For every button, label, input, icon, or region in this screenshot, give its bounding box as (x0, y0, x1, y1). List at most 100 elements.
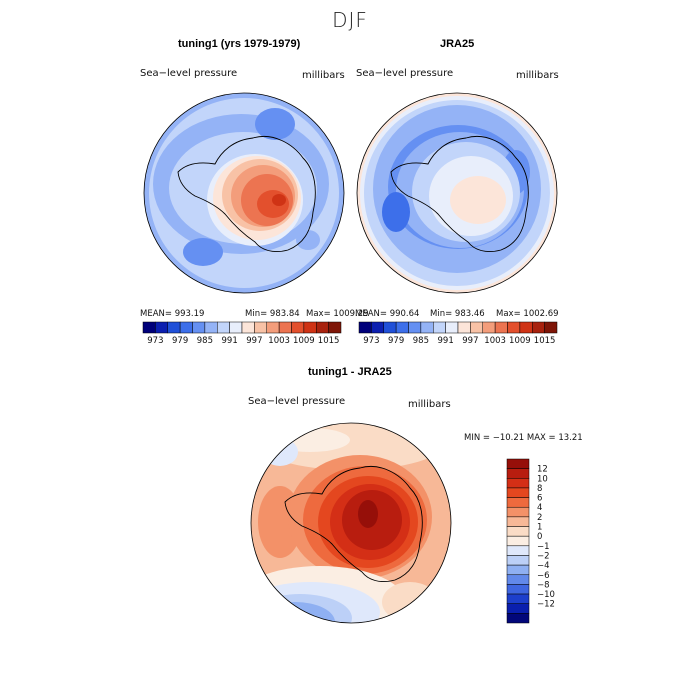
obs-colorbar-swatch (482, 321, 496, 334)
obs-stats-min: Min= 983.46 (430, 309, 485, 319)
obs-colorbar-tick-label: 973 (363, 336, 379, 346)
obs-colorbar-swatch (408, 321, 422, 334)
diff-colorbar-tick-label: 2 (537, 513, 542, 523)
diff-colorbar-swatch (506, 468, 530, 479)
diff-colorbar-tick-label: −6 (537, 571, 550, 581)
diff-colorbar-tick-label: −2 (537, 551, 550, 561)
diff-colorbar-swatch (506, 458, 530, 469)
obs-colorbar-swatch (544, 321, 558, 334)
model-colorbar-swatch (155, 321, 168, 334)
model-colorbar-swatch (328, 321, 342, 334)
obs-panel-title: JRA25 (440, 38, 475, 50)
obs-colorbar-tick-label: 991 (438, 336, 454, 346)
model-colorbar-swatch (179, 321, 193, 334)
obs-colorbar-swatch (457, 321, 471, 334)
obs-stats-mean: MEAN= 990.64 (355, 309, 420, 319)
diff-colorbar-tick-label: 10 (537, 474, 548, 484)
model-colorbar-swatch (241, 321, 255, 334)
obs-colorbar-swatch (395, 321, 409, 334)
diff-panel-title: tuning1 - JRA25 (308, 366, 392, 378)
model-colorbar-swatch (266, 321, 280, 334)
model-colorbar-tick-label: 997 (246, 336, 262, 346)
obs-colorbar-swatch (433, 321, 446, 334)
model-colorbar-swatch (192, 321, 206, 334)
model-stats-min: Min= 983.84 (245, 309, 300, 319)
diff-colorbar-swatch (506, 487, 530, 498)
obs-colorbar-tick-label: 985 (413, 336, 429, 346)
obs-colorbar-tick-label: 1009 (509, 336, 531, 346)
model-colorbar-swatch (167, 321, 181, 334)
model-colorbar-swatch (204, 321, 218, 334)
model-colorbar-tick-label: 1015 (318, 336, 340, 346)
obs-colorbar-swatch (519, 321, 533, 334)
diff-colorbar-swatch (506, 516, 530, 527)
obs-colorbar-tick-label: 1003 (484, 336, 506, 346)
model-colorbar-tick-label: 1003 (268, 336, 290, 346)
model-polar-map (143, 92, 345, 294)
diff-colorbar-swatch (506, 613, 530, 624)
diff-colorbar-tick-label: 0 (537, 532, 542, 542)
model-stats-max: Max= 1009.29 (306, 309, 369, 319)
obs-polar-map (356, 92, 558, 294)
diff-colorbar-tick-label: 4 (537, 503, 542, 513)
diff-colorbar-swatch (506, 535, 530, 547)
obs-colorbar-swatch (507, 321, 521, 334)
model-colorbar-tick-label: 1009 (293, 336, 315, 346)
diff-colorbar-swatch (506, 603, 530, 614)
model-variable-label: Sea−level pressure (140, 68, 238, 79)
model-colorbar-swatch (142, 321, 156, 334)
obs-colorbar-tick-label: 997 (462, 336, 478, 346)
diff-colorbar-tick-label: −10 (537, 590, 555, 600)
obs-colorbar-swatch (420, 321, 434, 334)
obs-variable-label: Sea−level pressure (356, 68, 454, 79)
diff-polar-map (250, 422, 452, 624)
diff-colorbar-swatch (506, 526, 530, 537)
obs-colorbar-swatch (532, 321, 545, 334)
model-colorbar-swatch (254, 321, 267, 334)
diff-colorbar-swatch (506, 506, 530, 518)
diff-colorbar-swatch (506, 584, 530, 595)
obs-colorbar-swatch (494, 321, 508, 334)
diff-colorbar-swatch (506, 478, 530, 489)
diff-colorbar-swatch (506, 545, 530, 556)
model-colorbar-swatch (316, 321, 329, 334)
model-colorbar-tick-label: 991 (222, 336, 238, 346)
diff-colorbar-swatch (506, 574, 530, 585)
model-colorbar-tick-label: 973 (147, 336, 163, 346)
diff-colorbar-swatch (506, 497, 530, 508)
obs-colorbar-swatch (445, 321, 459, 334)
diff-range-text: MIN = −10.21 MAX = 13.21 (464, 433, 583, 443)
model-colorbar-swatch (278, 321, 292, 334)
obs-colorbar: 973 979 985 991 997 1003 1009 1015 (358, 321, 558, 346)
diff-colorbar-tick-label: 1 (537, 523, 542, 533)
model-colorbar-swatch (303, 321, 317, 334)
diff-colorbar-swatch (506, 555, 530, 566)
diff-colorbar-swatch (506, 564, 530, 576)
model-stats-mean: MEAN= 993.19 (140, 309, 205, 319)
obs-colorbar-swatch (470, 321, 483, 334)
obs-units-label: millibars (516, 70, 559, 81)
diff-colorbar-tick-label: −1 (537, 542, 550, 552)
model-colorbar: 973 979 985 991 997 1003 1009 1015 (142, 321, 342, 346)
diff-colorbar-tick-label: −12 (537, 600, 555, 610)
model-colorbar-swatch (229, 321, 243, 334)
model-colorbar-tick-label: 985 (197, 336, 213, 346)
obs-colorbar-swatch (371, 321, 384, 334)
model-units-label: millibars (302, 70, 345, 81)
diff-colorbar-tick-label: 8 (537, 484, 542, 494)
diff-colorbar-tick-label: 6 (537, 494, 542, 504)
diff-colorbar-tick-label: −8 (537, 580, 550, 590)
obs-colorbar-swatch (383, 321, 397, 334)
diff-colorbar-tick-label: −4 (537, 561, 550, 571)
diff-variable-label: Sea−level pressure (248, 396, 346, 407)
model-panel-title: tuning1 (yrs 1979-1979) (178, 38, 301, 50)
diff-units-label: millibars (408, 399, 451, 410)
model-colorbar-swatch (291, 321, 305, 334)
obs-colorbar-tick-label: 979 (388, 336, 404, 346)
obs-colorbar-swatch (358, 321, 372, 334)
obs-stats-max: Max= 1002.69 (496, 309, 559, 319)
figure-title: DJF (332, 8, 368, 32)
obs-colorbar-tick-label: 1015 (534, 336, 556, 346)
diff-colorbar-tick-label: 12 (537, 465, 548, 475)
